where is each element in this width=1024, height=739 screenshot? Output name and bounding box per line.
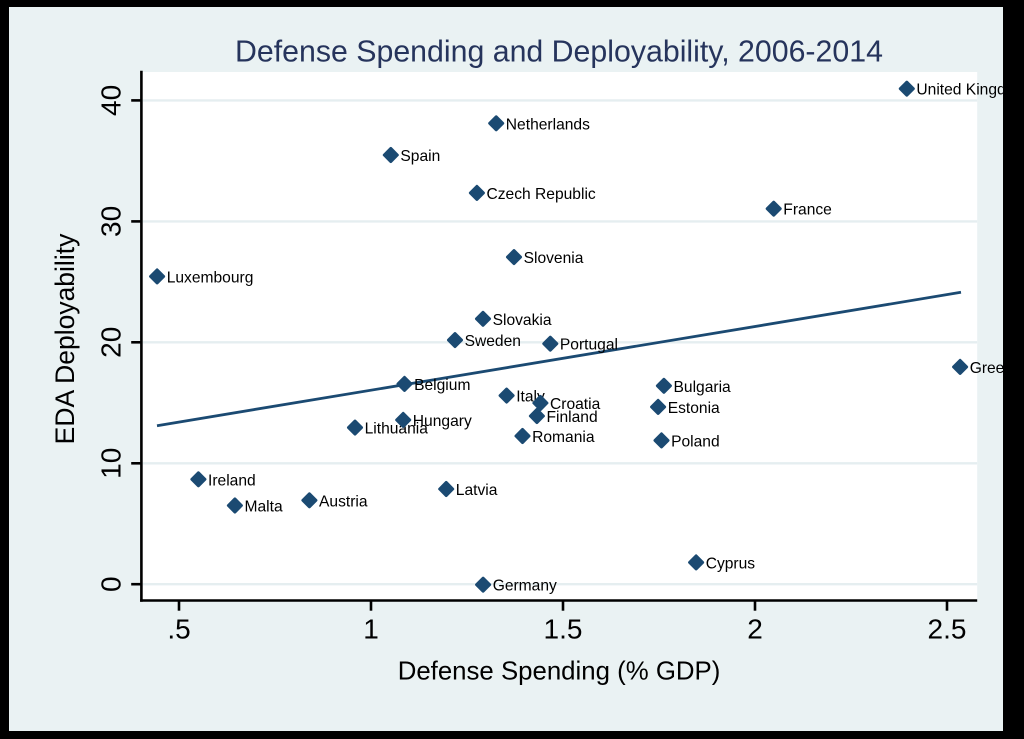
svg-text:Lithuania: Lithuania [365, 421, 429, 438]
svg-text:EDA Deployability: EDA Deployability [50, 233, 80, 444]
svg-text:Defense Spending (% GDP): Defense Spending (% GDP) [398, 657, 721, 685]
svg-text:2: 2 [747, 614, 763, 645]
svg-text:Germany: Germany [493, 578, 557, 595]
svg-text:Greece: Greece [970, 360, 1003, 377]
svg-text:Poland: Poland [671, 433, 720, 450]
svg-text:Czech Republic: Czech Republic [487, 186, 596, 203]
svg-text:1: 1 [363, 614, 379, 645]
svg-text:Portugal: Portugal [560, 337, 618, 354]
svg-text:Croatia: Croatia [550, 396, 601, 413]
svg-text:United Kingdom: United Kingdom [916, 82, 1003, 99]
svg-text:Austria: Austria [319, 493, 368, 510]
svg-text:France: France [783, 202, 832, 219]
svg-text:10: 10 [96, 448, 127, 479]
svg-text:Finland: Finland [547, 409, 598, 426]
svg-text:Luxembourg: Luxembourg [167, 269, 254, 286]
svg-text:Netherlands: Netherlands [506, 116, 590, 133]
svg-text:Hungary: Hungary [413, 413, 472, 430]
svg-text:Belgium: Belgium [414, 377, 470, 394]
svg-text:Malta: Malta [245, 499, 283, 516]
svg-text:Latvia: Latvia [456, 482, 498, 499]
svg-text:Estonia: Estonia [668, 400, 720, 417]
svg-text:Bulgaria: Bulgaria [674, 379, 732, 396]
svg-text:30: 30 [96, 206, 127, 237]
svg-text:Cyprus: Cyprus [706, 555, 756, 572]
svg-text:40: 40 [96, 85, 127, 116]
svg-text:20: 20 [96, 327, 127, 358]
svg-text:Slovakia: Slovakia [493, 312, 552, 329]
svg-text:1.5: 1.5 [544, 614, 583, 645]
svg-text:Slovenia: Slovenia [524, 250, 584, 267]
svg-text:.5: .5 [167, 614, 190, 645]
svg-text:Defense Spending and Deployabi: Defense Spending and Deployability, 2006… [235, 35, 883, 68]
svg-text:Sweden: Sweden [465, 333, 521, 350]
svg-text:2.5: 2.5 [928, 614, 967, 645]
svg-text:0: 0 [96, 576, 127, 592]
svg-text:Ireland: Ireland [208, 472, 256, 489]
svg-text:Spain: Spain [400, 148, 440, 165]
svg-text:Romania: Romania [532, 429, 595, 446]
